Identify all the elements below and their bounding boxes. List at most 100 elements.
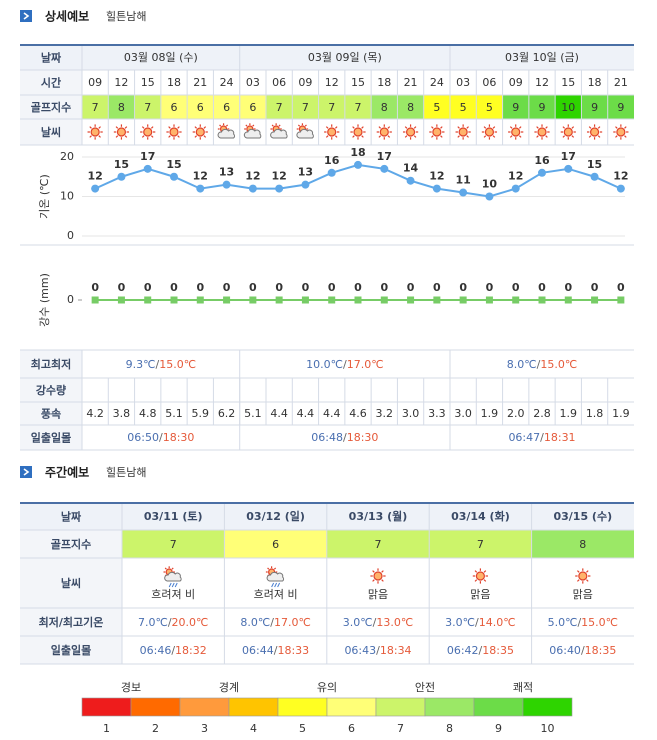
- legend-swatch: [277, 697, 328, 717]
- row-label: 날씨: [41, 125, 61, 139]
- wind-speed: 1.9: [481, 407, 499, 420]
- sun-times: 06:42/18:35: [447, 644, 514, 657]
- sun-ray: [124, 135, 128, 138]
- label-bg: [20, 70, 82, 95]
- golf-cell: [292, 95, 319, 119]
- data-label: 12: [87, 170, 102, 183]
- row-label: 일출일몰: [51, 643, 91, 657]
- sun: [116, 127, 127, 137]
- data-label: 0: [302, 281, 310, 294]
- sun-ray: [457, 126, 460, 129]
- temp-min: 7.0℃: [138, 616, 168, 629]
- legend-swatch: [130, 697, 181, 717]
- wind-speed: 4.2: [86, 407, 104, 420]
- sun-ray: [536, 126, 539, 129]
- sun-ray: [466, 135, 469, 138]
- cloud: [270, 128, 288, 139]
- y-tick-label: 0: [67, 229, 74, 242]
- data-label: 12: [613, 170, 628, 183]
- section-icon: [20, 466, 32, 478]
- chevron: [23, 12, 30, 20]
- separator: /: [171, 644, 175, 657]
- point: [459, 296, 467, 304]
- point: [590, 172, 599, 181]
- sun-ray: [115, 126, 119, 129]
- sun-ray: [586, 570, 589, 573]
- row-label: 골프지수: [31, 100, 71, 114]
- sunset: 18:33: [277, 644, 309, 657]
- temp-range: 8.0℃/17.0℃: [240, 616, 310, 629]
- sun-ray: [624, 135, 627, 138]
- data-label: 16: [324, 154, 340, 167]
- time: 24: [220, 76, 234, 89]
- sun-ray: [387, 126, 391, 129]
- sun-ray: [378, 135, 382, 138]
- sun-ray: [387, 135, 391, 138]
- data-label: 13: [219, 166, 234, 179]
- time: 21: [614, 76, 628, 89]
- sunset: 18:35: [585, 644, 617, 657]
- wind-speed: 4.8: [139, 407, 157, 420]
- sun-ray: [361, 135, 364, 138]
- sun-ray: [431, 126, 434, 129]
- time: 15: [561, 76, 575, 89]
- temp-min: 5.0℃: [548, 616, 578, 629]
- sun-ray: [150, 126, 154, 129]
- time: 18: [377, 76, 391, 89]
- sun-ray: [404, 135, 408, 138]
- point: [354, 160, 362, 169]
- place: 힐튼남해: [106, 9, 146, 23]
- sun-ray: [203, 135, 207, 138]
- row-label: 최저/최고기온: [39, 615, 104, 629]
- golf-index: 8: [118, 101, 125, 114]
- legend-level: 7: [397, 722, 404, 735]
- time: 03: [246, 76, 260, 89]
- rain-drop: [271, 582, 275, 588]
- wind-speed: 4.6: [349, 407, 367, 420]
- row-label: 날짜: [61, 510, 82, 524]
- golf-index: 6: [197, 101, 204, 114]
- sun-ray: [150, 135, 154, 138]
- sun: [589, 127, 600, 137]
- time: 09: [509, 76, 523, 89]
- data-label: 0: [538, 281, 546, 294]
- cloud: [217, 128, 236, 139]
- date: 03/12 (일): [246, 509, 305, 523]
- rain-drop: [174, 582, 178, 588]
- data-label: 12: [429, 170, 444, 183]
- sun-ray: [562, 126, 566, 129]
- legend-label: 경보: [121, 681, 141, 694]
- rain-drop: [277, 582, 281, 588]
- temp-range: 10.0℃/17.0℃: [306, 358, 383, 371]
- point: [538, 168, 546, 177]
- chevron: [23, 468, 30, 476]
- golf-cell: [429, 530, 532, 558]
- sunset: 18:32: [175, 644, 207, 657]
- time: 06: [272, 76, 286, 89]
- wind-speed: 5.9: [192, 407, 210, 420]
- sun-times: 06:40/18:35: [549, 644, 616, 657]
- golf-cell: [122, 530, 225, 558]
- data-label: 0: [407, 281, 415, 294]
- sun-times: 06:48/18:30: [311, 431, 378, 444]
- legend-level: 9: [495, 722, 502, 735]
- sun-ray: [372, 579, 375, 582]
- temp-min: 8.0℃: [507, 358, 537, 371]
- label-bg: [20, 530, 122, 558]
- temp-range: 8.0℃/15.0℃: [507, 358, 577, 371]
- legend-swatch: [81, 697, 132, 717]
- data-label: 16: [534, 154, 550, 167]
- sun-ray: [509, 135, 513, 138]
- date: 03월 09일 (목): [308, 50, 382, 64]
- sun-ray: [352, 126, 355, 129]
- data-label: 0: [354, 281, 362, 294]
- point: [459, 188, 468, 197]
- point: [485, 296, 493, 304]
- point: [301, 180, 310, 189]
- separator: /: [274, 644, 278, 657]
- data-label: 0: [170, 281, 178, 294]
- golf-cell: [326, 530, 430, 558]
- point: [538, 296, 546, 304]
- temp-min: 8.0℃: [240, 616, 270, 629]
